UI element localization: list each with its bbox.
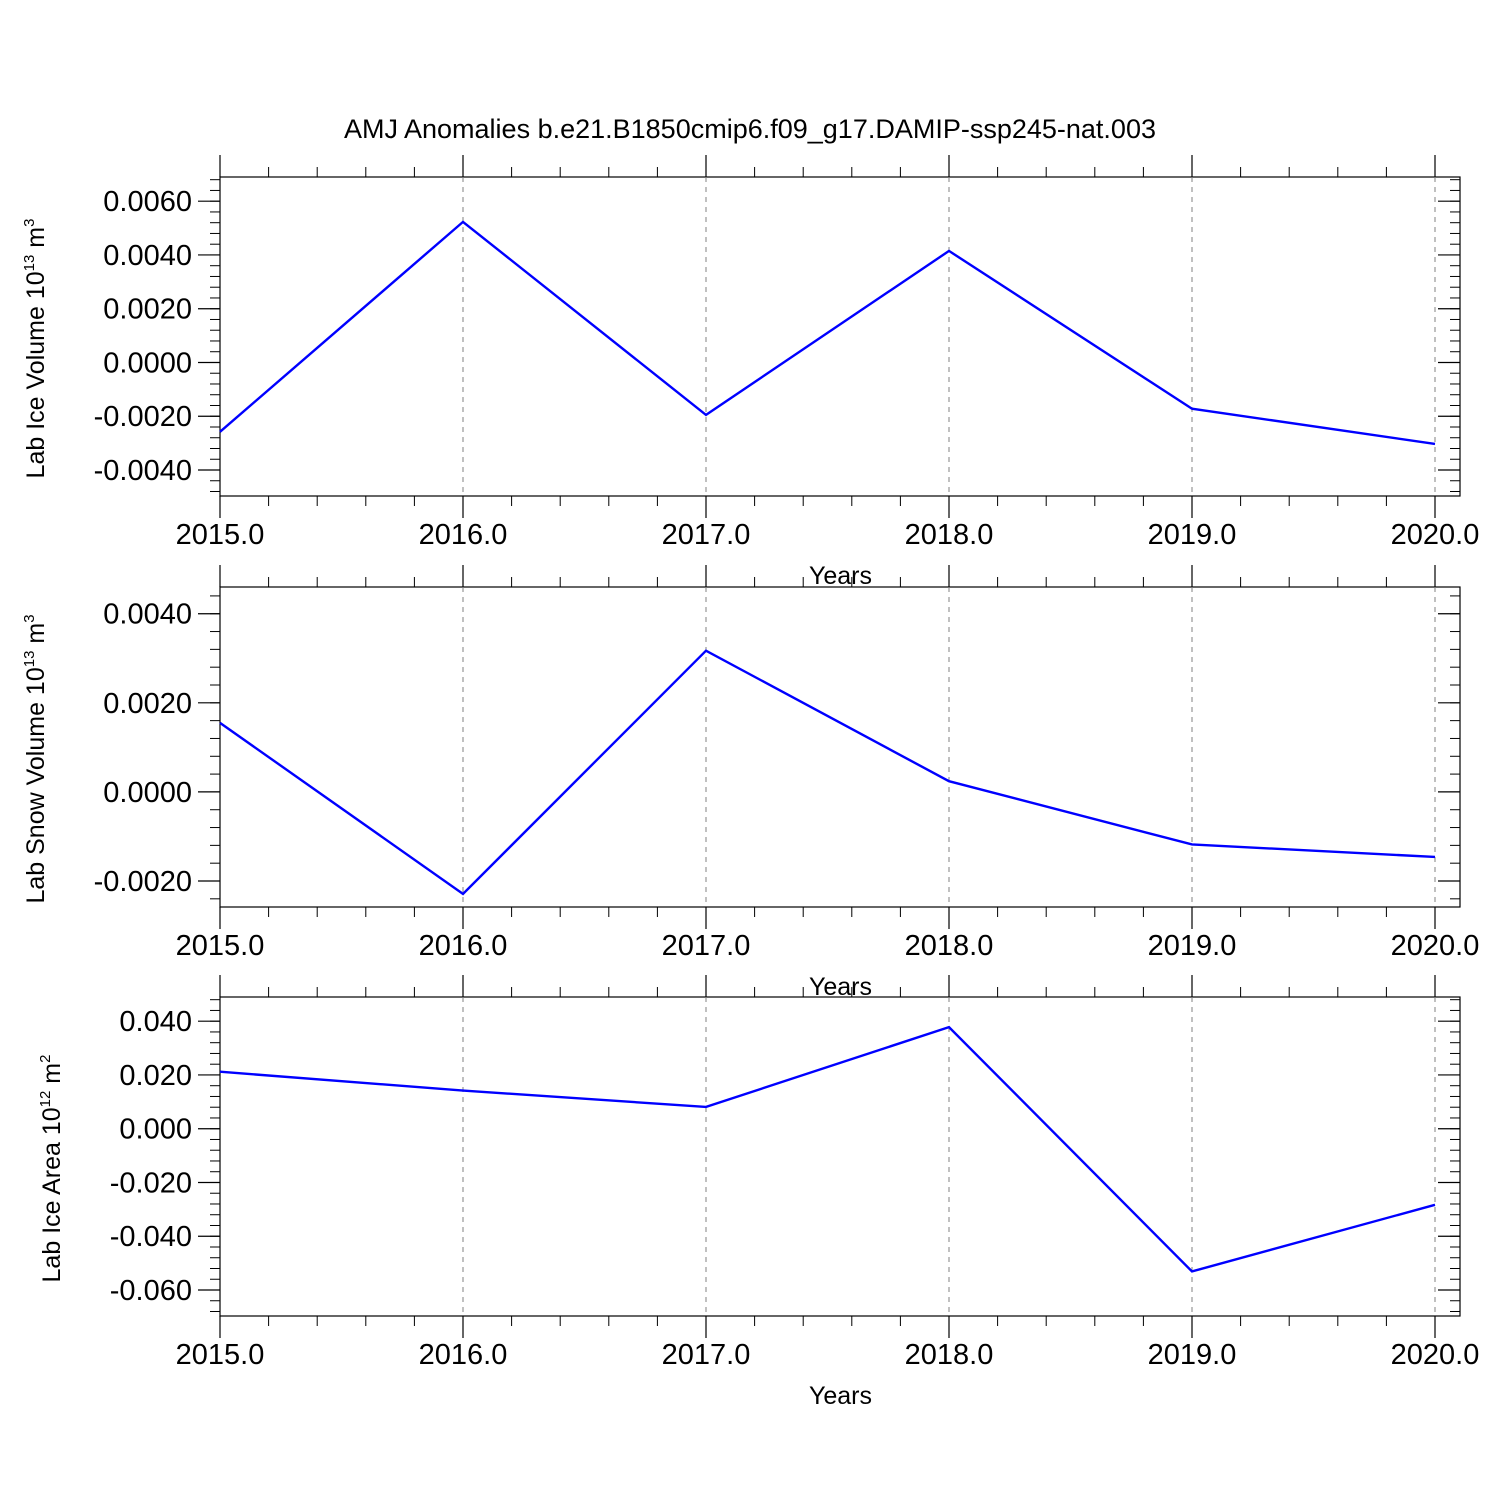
y-tick-label: 0.0020 <box>103 294 192 326</box>
y-axis-label-text: Lab Snow Volume 10 <box>22 667 50 903</box>
figure-title: AMJ Anomalies b.e21.B1850cmip6.f09_g17.D… <box>344 114 1156 144</box>
y-tick-label: 0.0000 <box>103 347 192 379</box>
y-axis-label-unit-exponent: 3 <box>21 219 38 227</box>
y-tick-label: 0.040 <box>119 1006 192 1038</box>
x-tick-label: 2018.0 <box>905 1339 994 1371</box>
series-line <box>219 220 1436 446</box>
x-axis-label: Years <box>809 973 872 1001</box>
panels: 2015.0 2016.0 2017.0 2018.0 2019.0 2020.0 0.00… <box>21 155 1479 1410</box>
y-axis-label-exponent: 12 <box>37 1091 54 1108</box>
y-axis-label-text: Lab Ice Volume 10 <box>22 271 50 478</box>
y-tick-label: 0.0040 <box>103 240 192 272</box>
y-axis-label: Lab Snow Volume 1013 m3 <box>21 614 50 903</box>
x-axis-label: Years <box>809 562 872 590</box>
chart-panel-bottom: 2015.0 2016.0 2017.0 2018.0 2019.0 2020.0 0.04… <box>37 975 1479 1410</box>
y-axis-label-unit: m <box>22 227 50 255</box>
x-tick-label: 2015.0 <box>176 1339 265 1371</box>
x-tick-label: 2020.0 <box>1391 930 1480 962</box>
y-axis-label-text: Lab Ice Area 10 <box>38 1107 66 1282</box>
x-tick-label: 2017.0 <box>662 1339 751 1371</box>
y-tick-label: 0.020 <box>119 1060 192 1092</box>
x-tick-label: 2016.0 <box>419 519 508 551</box>
y-tick-label: 0.0000 <box>103 777 192 809</box>
y-tick-label: -0.060 <box>110 1275 192 1307</box>
y-axis-label-unit-exponent: 2 <box>37 1055 54 1063</box>
y-tick-label: -0.0020 <box>94 401 192 433</box>
y-tick-label: -0.020 <box>110 1167 192 1199</box>
y-axis-label-exponent: 13 <box>21 255 38 272</box>
y-axis-label-unit-exponent: 3 <box>21 614 38 622</box>
x-tick-label: 2020.0 <box>1391 1339 1480 1371</box>
y-tick-label: -0.040 <box>110 1221 192 1253</box>
x-tick-label: 2019.0 <box>1148 519 1237 551</box>
y-tick-label: 0.0020 <box>103 688 192 720</box>
y-tick-label: -0.0020 <box>94 866 192 898</box>
y-axis-label: Lab Ice Volume 1013 m3 <box>21 219 50 479</box>
y-axis-label: Lab Ice Area 1012 m2 <box>37 1055 66 1283</box>
x-tick-label: 2018.0 <box>905 519 994 551</box>
y-axis-label-exponent: 13 <box>21 651 38 668</box>
x-tick-label: 2016.0 <box>419 1339 508 1371</box>
x-tick-label: 2015.0 <box>176 519 265 551</box>
x-tick-label: 2020.0 <box>1391 519 1480 551</box>
plot-frame <box>219 586 1461 908</box>
y-tick-label: 0.0040 <box>103 599 192 631</box>
y-tick-label: 0.0060 <box>103 186 192 218</box>
x-tick-label: 2019.0 <box>1148 930 1237 962</box>
x-tick-label: 2016.0 <box>419 930 508 962</box>
x-tick-label: 2019.0 <box>1148 1339 1237 1371</box>
plot-frame <box>219 176 1461 497</box>
plot-frame <box>219 996 1461 1317</box>
chart-panel-middle: 2015.0 2016.0 2017.0 2018.0 2019.0 2020.0 0.00… <box>21 565 1479 1001</box>
chart-panel-top: 2015.0 2016.0 2017.0 2018.0 2019.0 2020.0 0.00… <box>21 155 1479 590</box>
series-line <box>219 1025 1436 1273</box>
series-line <box>219 649 1436 896</box>
x-tick-label: 2015.0 <box>176 930 265 962</box>
x-tick-label: 2017.0 <box>662 519 751 551</box>
x-tick-label: 2017.0 <box>662 930 751 962</box>
y-axis-label-unit: m <box>38 1063 66 1091</box>
y-tick-label: 0.000 <box>119 1114 192 1146</box>
y-axis-label-unit: m <box>22 623 50 651</box>
x-axis-label: Years <box>809 1382 872 1410</box>
y-tick-label: -0.0040 <box>94 455 192 487</box>
x-tick-label: 2018.0 <box>905 930 994 962</box>
